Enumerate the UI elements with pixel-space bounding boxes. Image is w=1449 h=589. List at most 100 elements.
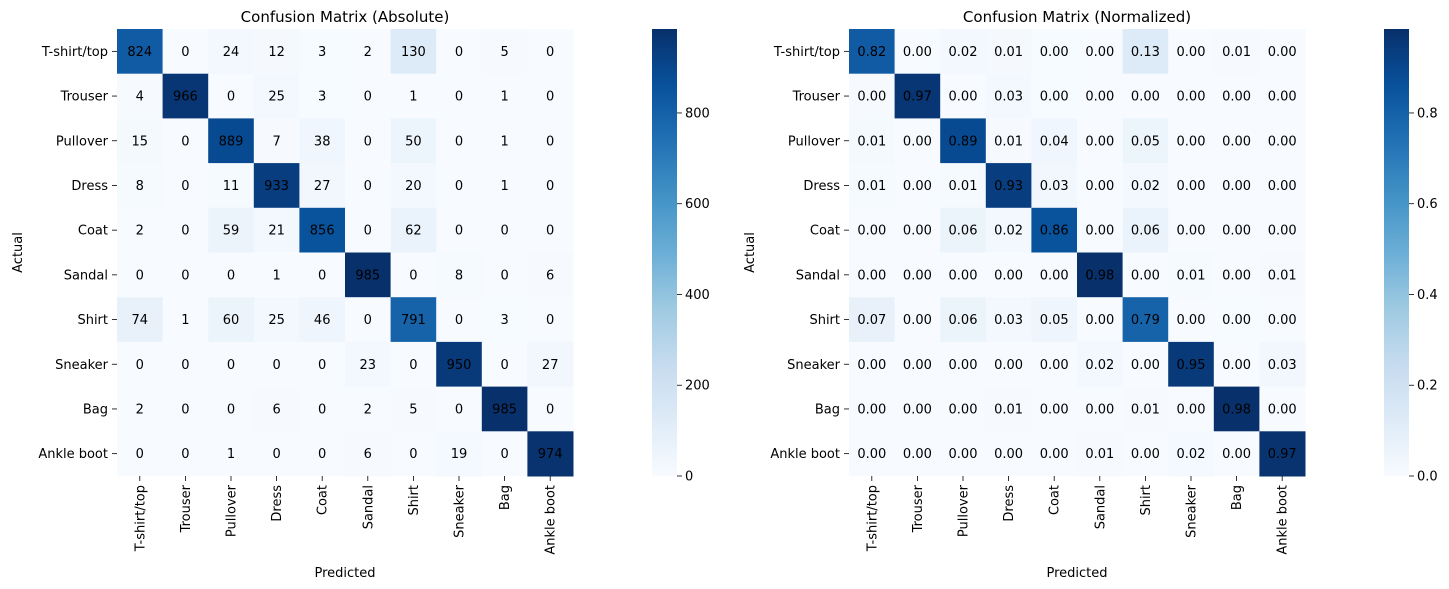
cell-label: 0.00 [994, 358, 1023, 373]
heatmap-cell [894, 341, 941, 388]
heatmap-cell [527, 163, 574, 209]
cell-label: 933 [264, 179, 289, 194]
heatmap-cell [345, 252, 392, 298]
heatmap-cell [1122, 118, 1169, 164]
heatmap-normalized: Confusion Matrix (Normalized) 0.82 0.00 0.0… [743, 8, 1438, 581]
cell-label: 0 [546, 402, 554, 417]
heatmap-cell [1077, 297, 1124, 343]
cell-label: 0.00 [1268, 313, 1297, 328]
heatmap-cell [940, 207, 987, 253]
cell-label: 0 [546, 313, 554, 328]
cell-label: 0.00 [857, 224, 886, 239]
heatmap-cell [162, 163, 209, 209]
cell-label: 0.00 [1222, 313, 1251, 328]
heatmap-cell [436, 252, 483, 298]
cell-label: 0.02 [994, 224, 1023, 239]
cell-label: 0.06 [1131, 224, 1160, 239]
cell-label: 0 [364, 134, 372, 149]
heatmap-cell [1168, 341, 1215, 388]
cell-label: 0.00 [1177, 179, 1206, 194]
heatmap-cell [1031, 163, 1078, 209]
cell-label: 0 [181, 224, 189, 239]
heatmap-cell [390, 29, 437, 75]
heatmap-cell [1168, 118, 1215, 164]
cell-label: 0 [364, 90, 372, 105]
cell-label: 0 [364, 313, 372, 328]
cell-label: 0 [546, 179, 554, 194]
heatmap-cell [299, 207, 346, 253]
cell-label: 0.06 [949, 313, 978, 328]
cell-label: 0.00 [903, 179, 932, 194]
heatmap-cell [299, 386, 346, 432]
heatmap-cell [985, 73, 1032, 119]
cell-label: 1 [181, 313, 189, 328]
cell-label: 0 [546, 45, 554, 60]
cell-label: 0.01 [1131, 402, 1160, 417]
cell-label: 889 [219, 134, 244, 149]
heatmap-cell [162, 386, 209, 432]
cell-label: 0.00 [1040, 447, 1069, 462]
cell-label: 0 [181, 358, 189, 373]
heatmap-cell [208, 163, 255, 209]
cell-label: 0.01 [994, 45, 1023, 60]
heatmap-cell [299, 252, 346, 298]
heatmap-cell [390, 207, 437, 253]
heatmap-cell [436, 297, 483, 343]
heatmap-cell [117, 341, 164, 388]
x-tick-label: Dress [1002, 485, 1017, 522]
heatmap-cell [1213, 252, 1260, 298]
cell-label: 0 [318, 358, 326, 373]
heatmap-cell [1031, 252, 1078, 298]
heatmap-cell [345, 297, 392, 343]
heatmap-cell [253, 207, 300, 253]
cell-label: 23 [360, 358, 377, 373]
heatmap-cell [1031, 73, 1078, 119]
colorbar-tick-label: 0.2 [1417, 379, 1438, 394]
cell-label: 0.00 [903, 224, 932, 239]
cell-label: 62 [405, 224, 422, 239]
cell-label: 7 [272, 134, 280, 149]
cell-label: 0.00 [1177, 90, 1206, 105]
cell-label: 0.98 [1085, 268, 1114, 283]
cell-label: 0.95 [1177, 358, 1206, 373]
cell-label: 0.00 [1040, 358, 1069, 373]
heatmap-cell [390, 73, 437, 119]
heatmap-cell [345, 431, 392, 477]
heatmap-cell [1259, 341, 1306, 388]
heatmap-cell [1213, 29, 1260, 75]
heatmap-cell [299, 431, 346, 477]
cell-label: 0 [409, 358, 417, 373]
heatmap-cell [1259, 163, 1306, 209]
cell-label: 0.00 [1222, 134, 1251, 149]
x-tick-label: Coat [1048, 485, 1063, 515]
heatmap-cell [345, 73, 392, 119]
heatmap-cell [1077, 431, 1124, 477]
cell-label: 0 [455, 402, 463, 417]
cell-label: 0 [455, 45, 463, 60]
x-axis-label: Predicted [314, 566, 375, 581]
heatmap-cell [162, 29, 209, 75]
cell-label: 0.00 [1268, 90, 1297, 105]
heatmap-cell [345, 29, 392, 75]
cell-label: 0 [227, 402, 235, 417]
cell-label: 0.03 [994, 313, 1023, 328]
heatmap-cell [253, 386, 300, 432]
colorbar [1384, 29, 1409, 476]
cell-label: 0.00 [1177, 402, 1206, 417]
colorbar-tick-label: 400 [685, 288, 710, 303]
y-tick-label: Bag [815, 402, 840, 417]
heatmap-cell [1031, 431, 1078, 477]
heatmap-cell [940, 29, 987, 75]
cell-label: 0.86 [1040, 224, 1069, 239]
cell-label: 0.98 [1222, 402, 1251, 417]
colorbar-tick-label: 0.4 [1417, 288, 1438, 303]
x-tick-label: Pullover [225, 484, 240, 537]
cell-label: 0 [500, 358, 508, 373]
heatmap-cell [481, 341, 528, 388]
heatmap-cell [1213, 73, 1260, 119]
cell-label: 25 [268, 90, 285, 105]
heatmap-cell [985, 252, 1032, 298]
heatmap-cell [894, 431, 941, 477]
heatmap-cell [1168, 252, 1215, 298]
